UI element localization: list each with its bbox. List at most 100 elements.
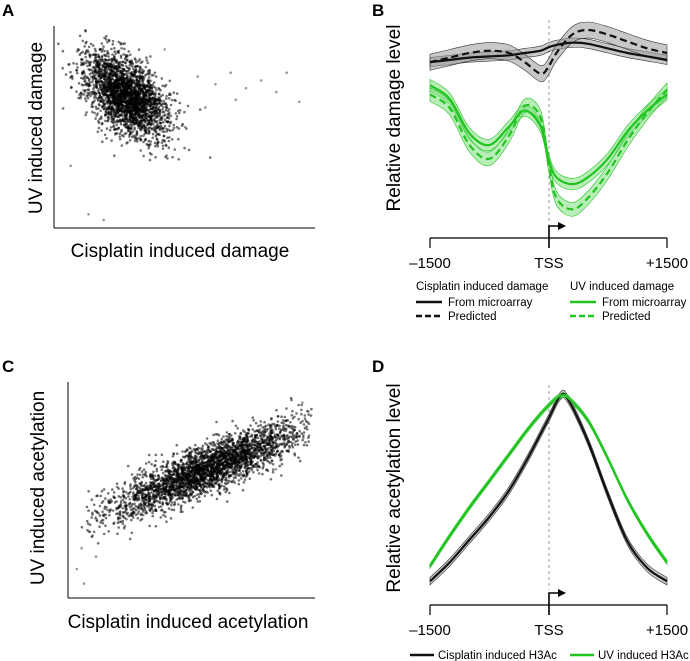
- scatter-point: [149, 140, 152, 143]
- scatter-point: [162, 134, 165, 138]
- scatter-point: [136, 512, 139, 515]
- scatter-point: [137, 494, 140, 498]
- scatter-point: [130, 120, 133, 123]
- scatter-point: [300, 403, 304, 407]
- scatter-point: [163, 139, 166, 142]
- scatter-point: [88, 61, 92, 65]
- scatter-point: [121, 110, 124, 114]
- scatter-point: [165, 127, 168, 131]
- scatter-point: [134, 116, 138, 119]
- scatter-point: [126, 74, 129, 78]
- scatter-point: [148, 158, 152, 162]
- scatter-point: [82, 89, 85, 92]
- scatter-point: [100, 129, 103, 132]
- scatter-point: [121, 506, 124, 510]
- scatter-point: [126, 464, 130, 468]
- scatter-point: [141, 122, 144, 125]
- scatter-point: [116, 115, 120, 119]
- scatter-point: [86, 91, 89, 95]
- scatter-point: [155, 88, 158, 92]
- scatter-point: [103, 77, 106, 81]
- scatter-point: [237, 474, 241, 478]
- scatter-point: [148, 131, 151, 135]
- scatter-point: [117, 62, 121, 65]
- scatter-point: [79, 51, 83, 55]
- scatter-point: [258, 440, 262, 443]
- scatter-point: [104, 58, 108, 62]
- scatter-point: [155, 110, 158, 113]
- scatter-point: [216, 439, 220, 443]
- scatter-point: [143, 506, 147, 510]
- scatter-point: [213, 482, 217, 485]
- scatter-point: [108, 111, 112, 115]
- scatter-point: [130, 72, 134, 75]
- scatter-point: [120, 119, 124, 123]
- scatter-point: [245, 431, 249, 435]
- scatter-point: [295, 432, 299, 435]
- scatter-point: [230, 480, 233, 483]
- scatter-point: [291, 409, 294, 413]
- scatter-point: [261, 426, 264, 429]
- scatter-point: [120, 130, 123, 133]
- scatter-point: [298, 429, 302, 433]
- scatter-a-points: [57, 29, 301, 222]
- scatter-point: [82, 84, 85, 87]
- scatter-point: [191, 506, 195, 509]
- scatter-point: [241, 488, 245, 492]
- scatter-point: [287, 425, 291, 428]
- scatter-point: [305, 428, 309, 431]
- scatter-point: [131, 116, 135, 119]
- scatter-point: [116, 119, 119, 123]
- scatter-point: [222, 435, 225, 438]
- scatter-point: [112, 85, 116, 89]
- scatter-point: [92, 86, 96, 89]
- scatter-point: [176, 109, 180, 113]
- scatter-point: [275, 90, 278, 94]
- scatter-point: [156, 132, 159, 136]
- scatter-point: [129, 112, 132, 116]
- scatter-point: [137, 123, 141, 127]
- scatter-point: [165, 462, 169, 466]
- scatter-point: [85, 59, 88, 63]
- scatter-point: [181, 450, 184, 453]
- scatter-point: [293, 452, 296, 455]
- scatter-point: [114, 71, 117, 75]
- scatter-point: [95, 85, 99, 89]
- scatter-point: [134, 65, 137, 68]
- scatter-point: [141, 93, 145, 97]
- scatter-point: [111, 83, 115, 86]
- scatter-point: [111, 42, 115, 46]
- scatter-point: [102, 488, 106, 491]
- panel-letter-a: A: [2, 1, 14, 20]
- scatter-point: [107, 492, 110, 495]
- scatter-point: [88, 523, 92, 527]
- scatter-point: [163, 113, 167, 117]
- scatter-point: [101, 80, 104, 84]
- scatter-point: [88, 84, 91, 87]
- scatter-point: [108, 106, 112, 109]
- scatter-point: [123, 90, 127, 93]
- scatter-point: [273, 433, 277, 436]
- scatter-point: [161, 84, 164, 87]
- scatter-point: [139, 149, 143, 152]
- scatter-point: [201, 444, 205, 448]
- scatter-point: [105, 35, 108, 38]
- scatter-point: [166, 157, 169, 160]
- scatter-point: [75, 69, 79, 72]
- scatter-point: [165, 154, 168, 157]
- scatter-point: [141, 109, 145, 112]
- scatter-point: [199, 447, 202, 450]
- scatter-point: [95, 494, 98, 498]
- scatter-point: [303, 414, 307, 417]
- scatter-point: [126, 66, 129, 69]
- scatter-point: [141, 80, 145, 84]
- scatter-point: [90, 80, 94, 84]
- scatter-point: [155, 138, 159, 141]
- scatter-point: [302, 436, 305, 439]
- scatter-point: [285, 435, 289, 438]
- scatter-point: [148, 99, 151, 102]
- scatter-point: [113, 67, 117, 70]
- scatter-point: [154, 453, 158, 457]
- scatter-point: [139, 115, 142, 119]
- scatter-point: [278, 464, 282, 468]
